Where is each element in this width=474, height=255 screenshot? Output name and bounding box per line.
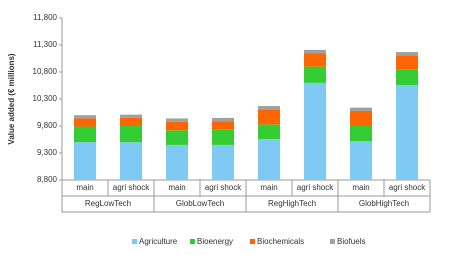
x-tick-label: main [260,183,277,192]
x-tick-label: agri shock [205,183,242,192]
group-label: RegHighTech [268,199,316,208]
bar-segment [258,138,280,180]
bar-segment [166,121,188,131]
bar-segment [396,55,418,70]
group-label: GlobHighTech [359,199,409,208]
bar-segment [350,141,372,180]
bar-segment [304,53,326,67]
bar-segment [212,117,234,122]
bar-segment [120,126,142,143]
x-tick-label: agri shock [297,183,334,192]
y-axis-title: Value added (€ millions) [7,53,16,144]
y-tick-label: 11,800 [33,13,57,22]
group-label: GlobLowTech [176,199,224,208]
y-tick-label: 9,800 [37,121,58,130]
bar-segment [120,142,142,180]
bar-segment [396,69,418,85]
bar-segment [304,49,326,54]
bar-segment [212,144,234,180]
legend-swatch [250,239,255,244]
bar-segment [120,117,142,126]
legend-label: Biofuels [337,237,365,246]
bar-segment [74,142,96,180]
bar-segment [350,107,372,111]
legend-label: Biochemicals [257,237,304,246]
y-tick-label: 8,800 [37,175,58,184]
legend-swatch [190,239,195,244]
bar-segment [258,109,280,125]
y-tick-label: 10,800 [33,67,58,76]
x-tick-label: agri shock [113,183,150,192]
bar-segment [350,110,372,126]
bar-segment [166,144,188,180]
x-tick-label: main [76,183,93,192]
y-tick-label: 11,300 [33,40,57,49]
y-tick-label: 9,300 [37,148,58,157]
x-tick-label: agri shock [389,183,426,192]
bar-segment [396,84,418,180]
bar-segment [258,124,280,139]
legend-label: Bioenergy [197,237,233,246]
x-tick-label: main [168,183,185,192]
bar-segment [212,121,234,130]
legend-swatch [330,239,335,244]
bar-segment [74,115,96,119]
legend-label: Agriculture [139,237,178,246]
bar-segment [166,118,188,122]
bar-segment [74,126,96,143]
y-tick-label: 10,300 [33,94,58,103]
legend-swatch [132,239,137,244]
group-label: RegLowTech [85,199,131,208]
bar-segment [304,82,326,180]
bar-segment [304,66,326,83]
bar-segment [74,118,96,127]
bar-segment [212,129,234,145]
bar-segment [350,126,372,142]
bar-segment [120,114,142,118]
bar-segment [258,106,280,110]
bar-segment [166,130,188,145]
bar-segment [396,52,418,56]
x-tick-label: main [352,183,369,192]
